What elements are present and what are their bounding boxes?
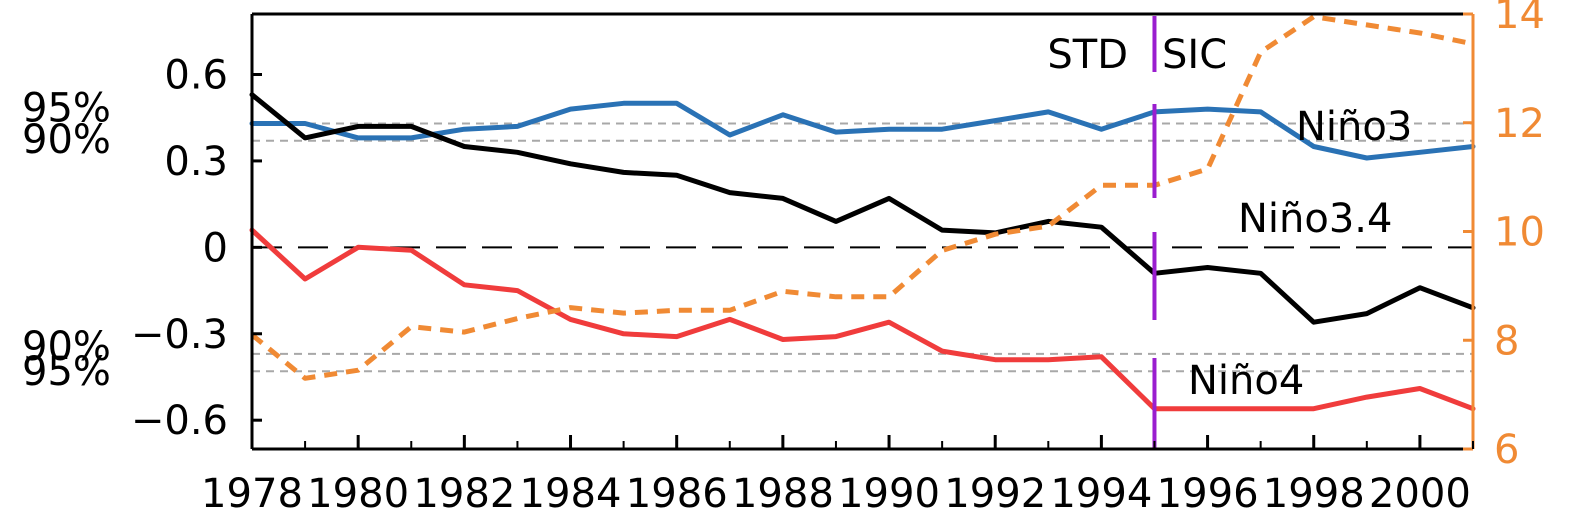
x-tick-label: 2000 xyxy=(1369,471,1471,517)
x-tick-label: 1978 xyxy=(201,471,303,517)
x-tick-label: 1996 xyxy=(1157,471,1259,517)
series-line-sic xyxy=(250,14,1474,381)
x-tick-label: 1992 xyxy=(944,471,1046,517)
text-layer: STD SIC Niño3 Niño3.4 Niño4 xyxy=(1047,32,1412,404)
y-right-tick-label: 8 xyxy=(1494,318,1519,364)
annotation-sic: SIC xyxy=(1162,32,1227,78)
y-left-tick-label: 0.3 xyxy=(164,139,228,185)
series-line-ni-o3 xyxy=(249,100,1476,161)
significance-label: 95% xyxy=(22,349,111,395)
y-left-tick-label: −0.6 xyxy=(131,398,228,444)
x-tick-label: 1990 xyxy=(838,471,940,517)
series-label-nino4: Niño4 xyxy=(1188,358,1304,404)
y-right-tick-label: 14 xyxy=(1494,0,1545,38)
x-tick-label: 1986 xyxy=(626,471,728,517)
annotation-std: STD xyxy=(1047,32,1128,78)
series-line-ni-o3-4 xyxy=(249,92,1476,325)
significance-label: 90% xyxy=(22,324,111,370)
y-right-tick-label: 6 xyxy=(1494,427,1519,473)
x-tick-label: 1998 xyxy=(1263,471,1365,517)
y-right-tick-label: 10 xyxy=(1494,210,1545,256)
x-tick-label: 1982 xyxy=(413,471,515,517)
y-left-tick-label: 0 xyxy=(203,225,228,271)
y-left-tick-label: −0.3 xyxy=(131,312,228,358)
significance-label: 95% xyxy=(22,85,111,131)
series-label-nino34: Niño3.4 xyxy=(1238,196,1392,242)
y-right-tick-label: 12 xyxy=(1494,101,1545,147)
y-left-tick-label: 0.6 xyxy=(164,52,228,98)
x-tick-label: 1994 xyxy=(1050,471,1152,517)
series-layer xyxy=(249,14,1476,412)
x-tick-label: 1988 xyxy=(732,471,834,517)
series-label-nino3: Niño3 xyxy=(1296,104,1412,150)
x-tick-label: 1984 xyxy=(520,471,622,517)
x-tick-label: 1980 xyxy=(307,471,409,517)
series-line-ni-o4 xyxy=(249,227,1476,412)
significance-label: 90% xyxy=(22,117,111,163)
